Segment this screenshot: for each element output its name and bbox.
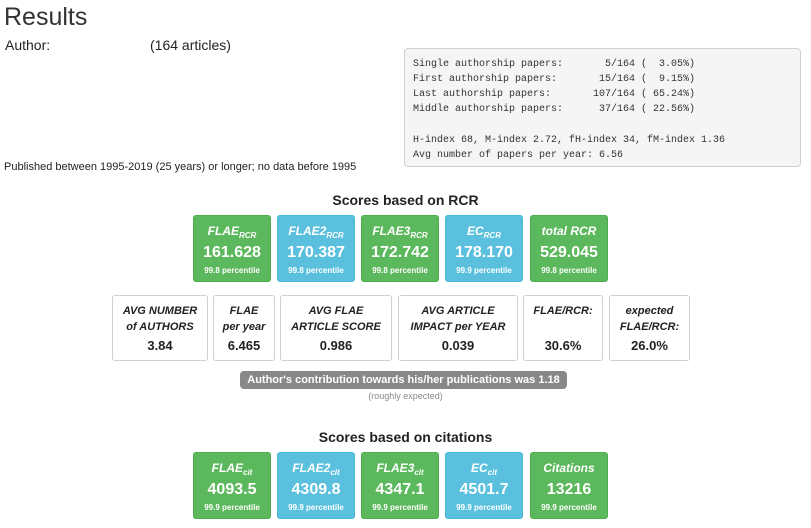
tile-label: ECRCR (466, 224, 501, 240)
tile-label: FLAE3RCR (372, 224, 428, 240)
stats-avg-line: Avg number of papers per year: 6.56 (413, 150, 624, 161)
tile-percentile: 99.9 percentile (288, 503, 344, 512)
tile-value: 13216 (546, 481, 592, 498)
tile-percentile: 99.8 percentile (288, 266, 344, 275)
tile-value: 172.742 (371, 244, 429, 261)
tile-label: Citations (543, 461, 595, 475)
metric-value: 0.986 (319, 338, 353, 353)
tile-percentile: 99.8 percentile (372, 266, 428, 275)
metric-label: AVG ARTICLE (421, 305, 495, 317)
tile-percentile: 99.8 percentile (541, 266, 597, 275)
metric-expected-flae-rcr: expected FLAE/RCR: 26.0% (609, 295, 690, 361)
tile-label: FLAE2cit (292, 461, 340, 477)
tile-label: FLAE3cit (376, 461, 424, 477)
article-count: (164 articles) (150, 37, 231, 53)
tile-value: 170.387 (287, 244, 345, 261)
tile-value: 529.045 (540, 244, 598, 261)
stats-index-line: H-index 68, M-index 2.72, fH-index 34, f… (413, 135, 726, 146)
tile-value: 4309.8 (291, 481, 341, 498)
metric-label: ARTICLE SCORE (291, 321, 381, 333)
tile-label: FLAE2RCR (288, 224, 344, 240)
tile-value: 178.170 (455, 244, 513, 261)
contribution-note: (roughly expected) (368, 391, 443, 401)
metric-label: FLAE (229, 305, 259, 317)
metric-label: FLAE/RCR: (533, 305, 593, 317)
metric-value: 3.84 (147, 338, 173, 353)
tile-flae-cit: FLAEcit 4093.5 99.9 percentile (193, 452, 271, 519)
metric-avg-article-impact: AVG ARTICLE IMPACT per YEAR 0.039 (398, 295, 518, 361)
tile-percentile: 99.9 percentile (541, 503, 597, 512)
tile-label: FLAEcit (211, 461, 253, 477)
metric-flae-per-year: FLAE per year 6.465 (213, 295, 275, 361)
tile-percentile: 99.9 percentile (204, 503, 260, 512)
contribution-badge: Author's contribution towards his/her pu… (240, 371, 567, 389)
metric-value: 0.039 (441, 338, 475, 353)
tile-percentile: 99.9 percentile (456, 266, 512, 275)
stats-line-last: Last authorship papers: 107/164 ( 65.24%… (413, 89, 696, 100)
tile-percentile: 99.9 percentile (372, 503, 428, 512)
tile-percentile: 99.9 percentile (456, 503, 512, 512)
metric-flae-rcr: FLAE/RCR: 30.6% (523, 295, 603, 361)
metric-value: 6.465 (227, 338, 261, 353)
metric-avg-authors: AVG NUMBER of AUTHORS 3.84 (112, 295, 208, 361)
metric-value: 30.6% (544, 338, 582, 353)
metric-label: AVG NUMBER (122, 305, 198, 317)
tile-ec-rcr: ECRCR 178.170 99.9 percentile (445, 215, 523, 282)
metric-value: 26.0% (631, 338, 668, 353)
tile-value: 161.628 (203, 244, 261, 261)
tile-label: FLAERCR (207, 224, 257, 240)
metric-avg-flae-article-score: AVG FLAE ARTICLE SCORE 0.986 (280, 295, 392, 361)
tile-total-rcr: total RCR 529.045 99.8 percentile (530, 215, 608, 282)
metric-label: per year (222, 321, 266, 333)
tile-flae2-rcr: FLAE2RCR 170.387 99.8 percentile (277, 215, 355, 282)
tile-label: total RCR (541, 224, 597, 238)
stats-line-first: First authorship papers: 15/164 ( 9.15%) (413, 74, 696, 85)
tile-ec-cit: ECcit 4501.7 99.9 percentile (445, 452, 523, 519)
tile-percentile: 99.8 percentile (204, 266, 260, 275)
author-label: Author: (5, 37, 51, 53)
tile-label: ECcit (470, 461, 497, 477)
rcr-section-title: Scores based on RCR (332, 192, 479, 208)
metric-label: FLAE/RCR: (619, 321, 680, 333)
stats-line-single: Single authorship papers: 5/164 ( 3.05%) (413, 59, 696, 70)
authorship-stats-panel: Single authorship papers: 5/164 ( 3.05%)… (404, 48, 801, 167)
tile-value: 4501.7 (459, 481, 509, 498)
stats-line-middle: Middle authorship papers: 37/164 ( 22.56… (413, 104, 696, 115)
tile-value: 4347.1 (375, 481, 425, 498)
metric-label: AVG FLAE (308, 305, 364, 317)
tile-flae3-cit: FLAE3cit 4347.1 99.9 percentile (361, 452, 439, 519)
metric-label: of AUTHORS (126, 321, 194, 333)
tile-value: 4093.5 (207, 481, 257, 498)
tile-flae2-cit: FLAE2cit 4309.8 99.9 percentile (277, 452, 355, 519)
tile-flae3-rcr: FLAE3RCR 172.742 99.8 percentile (361, 215, 439, 282)
tile-flae-rcr: FLAERCR 161.628 99.8 percentile (193, 215, 271, 282)
citations-section-title: Scores based on citations (318, 429, 493, 445)
published-range: Published between 1995-2019 (25 years) o… (4, 161, 357, 173)
metric-label: IMPACT per YEAR (410, 321, 506, 333)
page-title: Results (4, 3, 88, 31)
metric-label: expected (625, 305, 674, 317)
tile-citations: Citations 13216 99.9 percentile (530, 452, 608, 519)
